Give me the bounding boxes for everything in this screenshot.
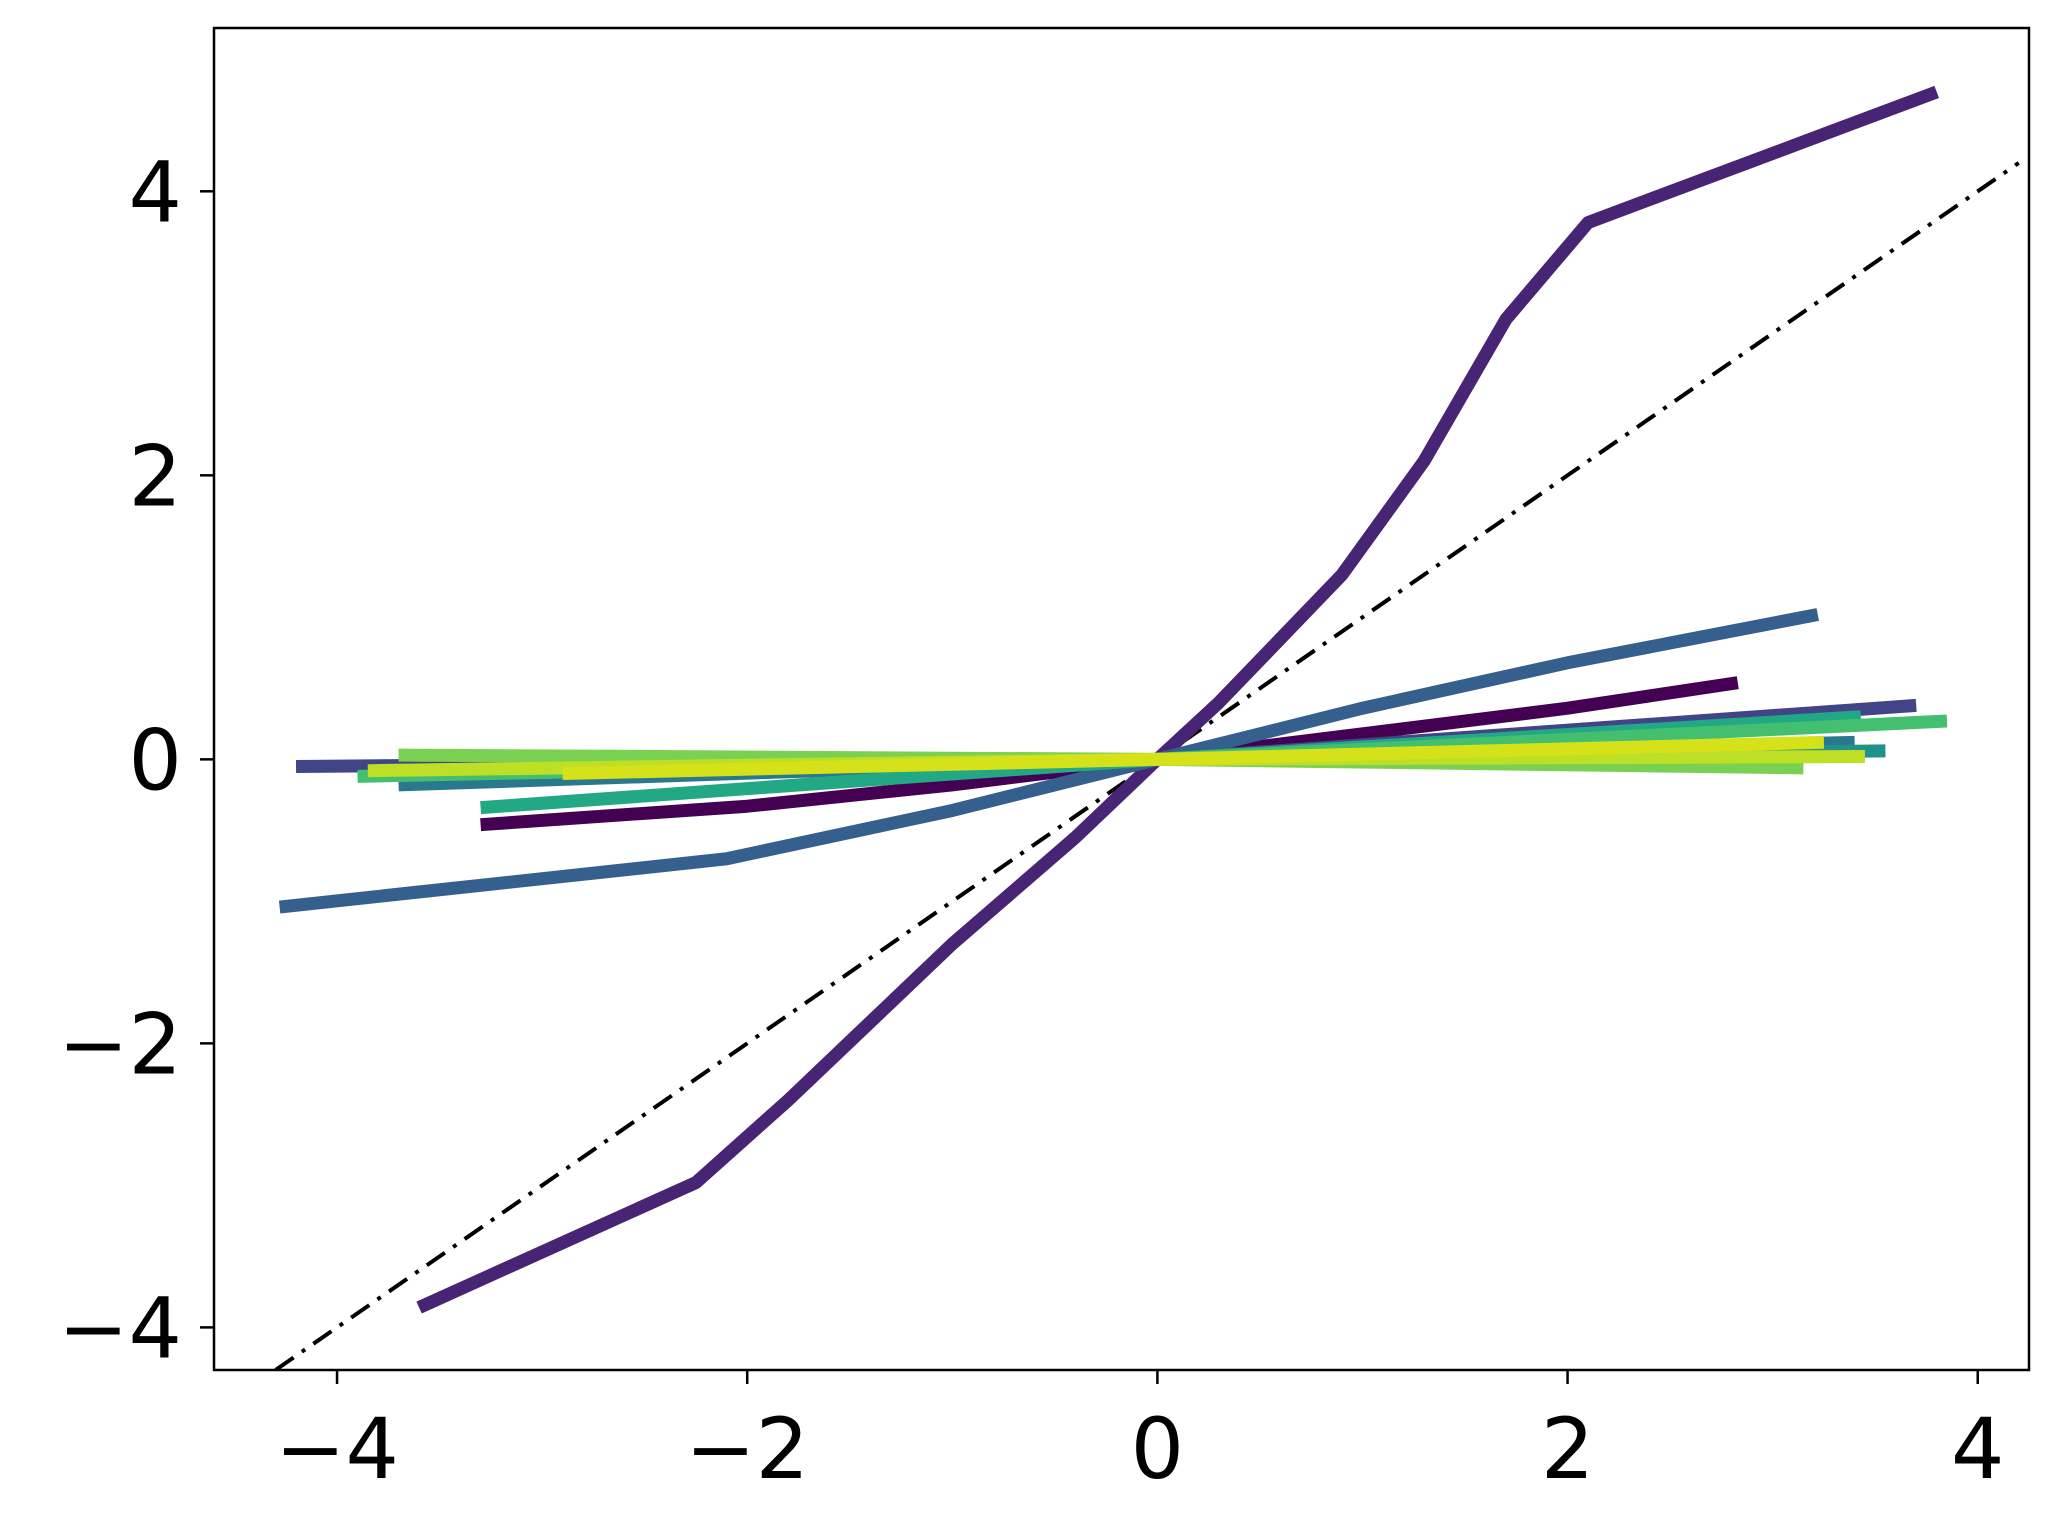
y-axis: −4 −2 0 2 4 [58,143,214,1377]
series-line-2 [416,85,1939,1314]
y-tick-label: 4 [129,143,182,241]
y-tick-label: 2 [129,427,182,525]
y-tick-label: −2 [58,995,182,1093]
y-tick-label: 0 [129,711,182,809]
x-axis: −4 −2 0 2 4 [275,1370,2004,1498]
x-tick-label: 2 [1541,1400,1594,1498]
y-tick-label: −4 [58,1279,182,1377]
plot-frame [212,26,2031,1372]
x-tick-label: 0 [1131,1400,1184,1498]
series-layer [274,85,2020,1370]
x-tick-label: −2 [685,1400,809,1498]
x-tick-label: 4 [1951,1400,2004,1498]
x-tick-label: −4 [275,1400,399,1498]
series-line-11 [562,735,1825,781]
